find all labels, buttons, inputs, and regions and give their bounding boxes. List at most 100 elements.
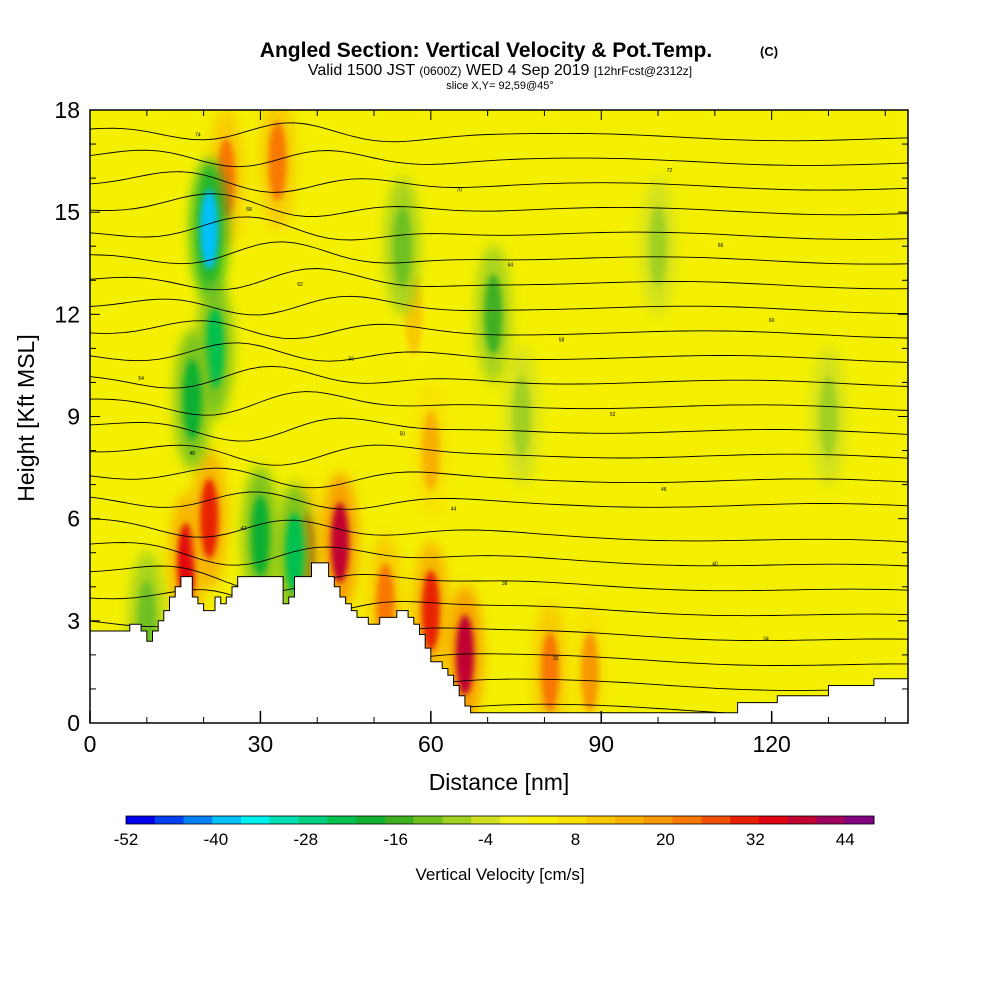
colorbar-swatch — [730, 816, 760, 824]
theta-contour-line — [90, 491, 908, 510]
theta-contours: 2830323436384042444648505254565860626466… — [90, 122, 908, 716]
y-axis: 0 3 6 9 12 15 18 — [54, 97, 908, 736]
colorbar-swatch — [845, 816, 875, 824]
colorbar-tick-label: 32 — [746, 830, 765, 849]
theta-contour-line — [90, 149, 908, 168]
colorbar-tick-label: 8 — [571, 830, 580, 849]
theta-contour-label: 52 — [610, 412, 616, 418]
colorbar-tick-label: -52 — [114, 830, 139, 849]
theta-contour-label: 70 — [456, 188, 462, 194]
y-tick-label: 0 — [67, 710, 80, 736]
x-tick-label: 60 — [418, 731, 444, 757]
chart-slice-label: slice X,Y= 92,59@45° — [446, 80, 554, 92]
colorbar-tick-label: -40 — [204, 830, 229, 849]
colorbar-swatch — [816, 816, 846, 824]
colorbar-swatch — [615, 816, 645, 824]
chart-subtitle: Valid 1500 JST (0600Z) WED 4 Sep 2019 [1… — [308, 62, 692, 79]
colorbar-swatch — [672, 816, 702, 824]
colorbar-tick-label: 20 — [656, 830, 675, 849]
subtitle-valid: Valid 1500 JST — [308, 62, 416, 79]
updraft-cell-core — [580, 631, 599, 712]
chart-title: Angled Section: Vertical Velocity & Pot.… — [260, 39, 712, 62]
downdraft-cell-core — [200, 189, 219, 270]
y-tick-label: 12 — [54, 301, 80, 327]
theta-contour-line — [90, 216, 908, 241]
theta-contour-line — [90, 268, 908, 291]
theta-contour-label: 48 — [189, 451, 195, 457]
colorbar: -52 -40 -28 -16 -4 8 20 32 44 — [114, 815, 875, 849]
colorbar-tick-label: -16 — [383, 830, 408, 849]
theta-contour-line — [90, 241, 908, 265]
theta-contour-line — [90, 518, 908, 543]
theta-contour-label: 50 — [400, 432, 406, 438]
theta-contour-label: 66 — [718, 243, 724, 249]
updraft-cell-core — [455, 614, 474, 695]
colorbar-swatch — [327, 816, 357, 824]
colorbar-swatch — [758, 816, 789, 824]
y-tick-label: 3 — [67, 608, 80, 634]
colorbar-swatch — [298, 816, 328, 824]
theta-contour-label: 46 — [661, 487, 667, 493]
x-axis: 0 30 60 90 120 — [84, 110, 886, 757]
colorbar-swatch — [384, 816, 415, 824]
colorbar-swatch — [356, 816, 386, 824]
colorbar-swatch — [500, 816, 530, 824]
x-tick-label: 0 — [84, 731, 97, 757]
colorbar-swatch — [126, 816, 156, 824]
theta-contour-line — [90, 417, 908, 442]
y-tick-label: 9 — [67, 404, 80, 430]
colorbar-tick-label: -4 — [478, 830, 493, 849]
colorbar-tick-label: 44 — [836, 830, 855, 849]
theta-contour-label: 56 — [349, 357, 355, 363]
theta-contour-label: 44 — [451, 506, 457, 512]
downdraft-cell-core — [512, 376, 531, 457]
downdraft-cell-core — [251, 495, 270, 576]
colorbar-swatch — [586, 816, 616, 824]
theta-contour-line — [90, 542, 908, 567]
downdraft-cell-core — [819, 376, 838, 457]
theta-contour-label: 54 — [138, 376, 144, 382]
y-tick-label: 18 — [54, 97, 80, 123]
chart-title-suffix: (C) — [760, 44, 778, 59]
theta-contour-line — [90, 565, 908, 593]
updraft-cell-core — [330, 502, 349, 583]
y-axis-label: Height [Kft MSL] — [13, 334, 39, 501]
y-tick-label: 6 — [67, 506, 80, 532]
subtitle-utc: (0600Z) — [419, 64, 461, 78]
x-tick-label: 90 — [588, 731, 614, 757]
theta-contour-line — [90, 193, 908, 217]
theta-contour-label: 58 — [559, 337, 565, 343]
x-tick-label: 30 — [248, 731, 274, 757]
colorbar-swatch — [557, 816, 587, 824]
colorbar-swatch — [701, 816, 731, 824]
theta-contour-line — [90, 589, 908, 617]
terrain-mask — [90, 562, 908, 723]
plot-area: 2830323436384042444648505254565860626466… — [90, 110, 908, 723]
theta-contour-label: 62 — [297, 282, 303, 288]
colorbar-swatch — [212, 816, 242, 824]
colorbar-swatch — [269, 816, 300, 824]
theta-contour-line — [90, 444, 908, 466]
downdraft-cell-core — [484, 274, 503, 355]
downdraft-cell-core — [285, 512, 304, 593]
theta-contour-label: 32 — [553, 656, 559, 662]
subtitle-date: WED 4 Sep 2019 — [466, 62, 590, 79]
downdraft-cell-core — [205, 308, 224, 389]
theta-contour-label: 34 — [763, 636, 769, 642]
x-tick-label: 120 — [752, 731, 790, 757]
theta-contour-line — [90, 171, 908, 193]
theta-contour-label: 64 — [508, 262, 514, 268]
colorbar-swatch — [528, 816, 559, 824]
theta-contour-label: 40 — [712, 562, 718, 568]
theta-contour-label: 38 — [502, 581, 508, 587]
theta-contour-line — [90, 467, 908, 489]
colorbar-swatch — [154, 816, 185, 824]
colorbar-swatch — [787, 816, 817, 824]
downdraft-cell-core — [649, 206, 668, 287]
updraft-cell-core — [268, 121, 287, 202]
theta-contour-label: 68 — [246, 207, 252, 213]
updraft-cell-core — [541, 631, 560, 712]
theta-contour-line — [90, 365, 908, 389]
theta-contour-line — [90, 295, 908, 316]
